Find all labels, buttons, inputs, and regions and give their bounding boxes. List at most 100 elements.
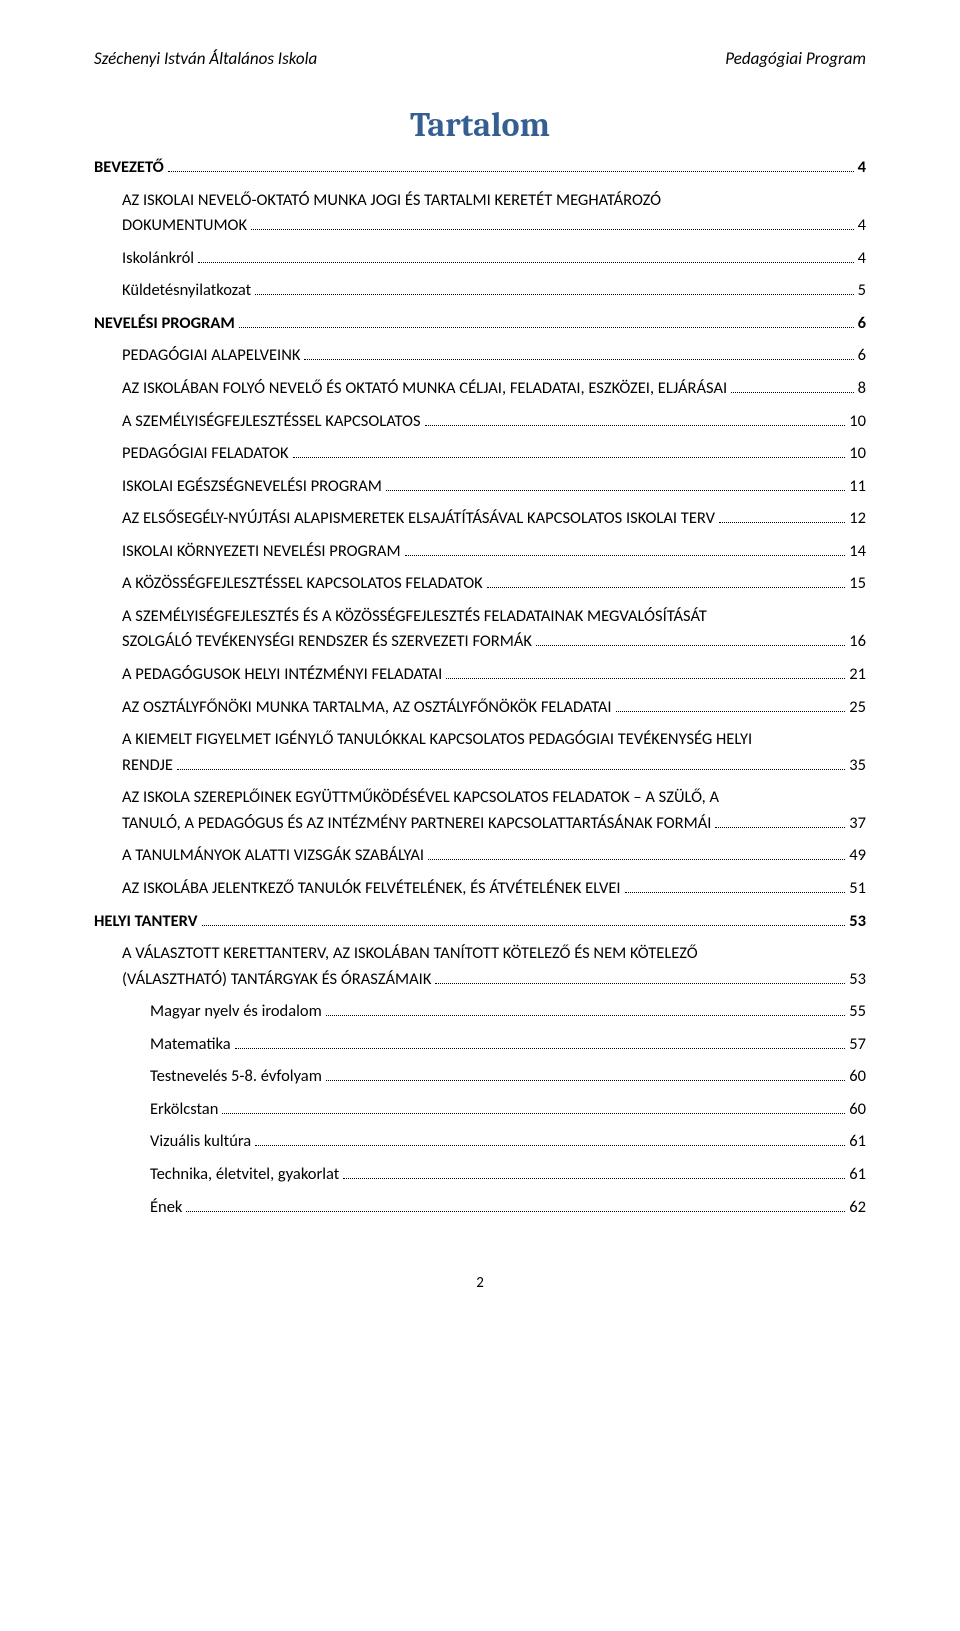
toc-entry-page: 61 <box>849 1129 866 1155</box>
toc-leader-dots <box>731 383 853 393</box>
toc-entry: Ének 62 <box>94 1195 866 1221</box>
toc-entry: AZ ISKOLÁBAN FOLYÓ NEVELŐ ÉS OKTATÓ MUNK… <box>94 376 866 402</box>
toc-entry-page: 5 <box>858 278 866 304</box>
toc-leader-dots <box>386 481 845 491</box>
toc-entry-text: PEDAGÓGIAI ALAPELVEINK <box>122 343 300 369</box>
toc-leader-dots <box>251 220 854 230</box>
toc-entry: ISKOLAI EGÉSZSÉGNEVELÉSI PROGRAM 11 <box>94 474 866 500</box>
toc-leader-dots <box>343 1169 845 1179</box>
toc-leader-dots <box>255 285 853 295</box>
toc-leader-dots <box>202 916 846 926</box>
toc-entry-text: Ének <box>150 1195 182 1221</box>
toc-entry-text-line2: (VÁLASZTHATÓ) TANTÁRGYAK ÉS ÓRASZÁMAIK <box>122 967 431 993</box>
toc-leader-dots <box>239 318 854 328</box>
toc-entry-text-line1: A VÁLASZTOTT KERETTANTERV, AZ ISKOLÁBAN … <box>122 941 866 967</box>
toc-entry: Küldetésnyilatkozat5 <box>94 278 866 304</box>
toc-entry: Technika, életvitel, gyakorlat 61 <box>94 1162 866 1188</box>
toc-entry: Vizuális kultúra 61 <box>94 1129 866 1155</box>
toc-entry: PEDAGÓGIAI FELADATOK 10 <box>94 441 866 467</box>
toc-entry-text: AZ OSZTÁLYFŐNÖKI MUNKA TARTALMA, AZ OSZT… <box>122 695 612 721</box>
toc-entry: Erkölcstan60 <box>94 1097 866 1123</box>
toc-entry-page: 11 <box>849 474 866 500</box>
header-right: Pedagógiai Program <box>725 48 866 69</box>
toc-entry-text: BEVEZETŐ <box>94 155 164 181</box>
toc-leader-dots <box>446 669 845 679</box>
toc-entry-text: AZ ELSŐSEGÉLY-NYÚJTÁSI ALAPISMERETEK ELS… <box>122 506 715 532</box>
toc-entry-page: 49 <box>849 843 866 869</box>
toc-entry-text: A SZEMÉLYISÉGFEJLESZTÉSSEL KAPCSOLATOS <box>122 409 421 435</box>
toc-leader-dots <box>293 448 846 458</box>
toc-entry: ISKOLAI KÖRNYEZETI NEVELÉSI PROGRAM14 <box>94 539 866 565</box>
toc-leader-dots <box>428 850 845 860</box>
toc-leader-dots <box>255 1137 845 1147</box>
toc-entry-text: AZ ISKOLÁBA JELENTKEZŐ TANULÓK FELVÉTELÉ… <box>122 876 621 902</box>
toc-leader-dots <box>326 1006 845 1016</box>
toc-entry-page: 61 <box>849 1162 866 1188</box>
toc-entry-page: 21 <box>849 662 866 688</box>
toc-entry-text: Testnevelés 5-8. évfolyam <box>150 1064 322 1090</box>
toc-entry: Magyar nyelv és irodalom55 <box>94 999 866 1025</box>
toc-entry-text: Technika, életvitel, gyakorlat <box>150 1162 339 1188</box>
toc-entry-text-line2: SZOLGÁLÓ TEVÉKENYSÉGI RENDSZER ÉS SZERVE… <box>122 629 532 655</box>
toc-entry-page: 51 <box>849 876 866 902</box>
header-left: Széchenyi István Általános Iskola <box>94 48 317 69</box>
toc-entry-page: 6 <box>858 343 866 369</box>
toc-entry-page: 4 <box>858 213 866 239</box>
toc-entry-text-line2: TANULÓ, A PEDAGÓGUS ÉS AZ INTÉZMÉNY PART… <box>122 811 711 837</box>
toc-entry: A TANULMÁNYOK ALATTI VIZSGÁK SZABÁLYAI49 <box>94 843 866 869</box>
toc-entry: Iskolánkról4 <box>94 246 866 272</box>
toc-entry-text-line1: AZ ISKOLA SZEREPLŐINEK EGYÜTTMŰKÖDÉSÉVEL… <box>122 785 866 811</box>
toc-entry: A PEDAGÓGUSOK HELYI INTÉZMÉNYI FELADATAI… <box>94 662 866 688</box>
toc-entry: AZ ISKOLAI NEVELŐ-OKTATÓ MUNKA JOGI ÉS T… <box>94 188 866 239</box>
toc-leader-dots <box>177 760 845 770</box>
toc-entry-text: HELYI TANTERV <box>94 909 198 935</box>
toc-leader-dots <box>168 162 854 172</box>
toc-entry-page: 57 <box>849 1032 866 1058</box>
toc-title: Tartalom <box>94 105 866 145</box>
toc-leader-dots <box>222 1104 845 1114</box>
toc-entry-page: 25 <box>849 695 866 721</box>
toc-entry-page: 8 <box>858 376 866 402</box>
toc-entry-text: AZ ISKOLÁBAN FOLYÓ NEVELŐ ÉS OKTATÓ MUNK… <box>122 376 727 402</box>
toc-entry-text: Vizuális kultúra <box>150 1129 251 1155</box>
toc-entry-page: 35 <box>849 753 866 779</box>
toc-entry-page: 37 <box>849 811 866 837</box>
toc-entry-text: Iskolánkról <box>122 246 194 272</box>
toc-entry-text-line1: AZ ISKOLAI NEVELŐ-OKTATÓ MUNKA JOGI ÉS T… <box>122 188 866 214</box>
toc-leader-dots <box>536 637 845 647</box>
toc-entry: NEVELÉSI PROGRAM6 <box>94 311 866 337</box>
toc-entry-page: 14 <box>849 539 866 565</box>
toc-leader-dots <box>425 416 846 426</box>
table-of-contents: BEVEZETŐ4AZ ISKOLAI NEVELŐ-OKTATÓ MUNKA … <box>94 155 866 1220</box>
toc-entry: AZ ELSŐSEGÉLY-NYÚJTÁSI ALAPISMERETEK ELS… <box>94 506 866 532</box>
toc-entry: A SZEMÉLYISÉGFEJLESZTÉSSEL KAPCSOLATOS 10 <box>94 409 866 435</box>
toc-entry: HELYI TANTERV53 <box>94 909 866 935</box>
toc-entry: Matematika57 <box>94 1032 866 1058</box>
toc-entry-page: 4 <box>858 155 866 181</box>
toc-leader-dots <box>235 1039 846 1049</box>
toc-entry: Testnevelés 5-8. évfolyam60 <box>94 1064 866 1090</box>
toc-entry-page: 6 <box>858 311 866 337</box>
toc-entry-page: 62 <box>849 1195 866 1221</box>
toc-entry: AZ OSZTÁLYFŐNÖKI MUNKA TARTALMA, AZ OSZT… <box>94 695 866 721</box>
toc-entry: AZ ISKOLÁBA JELENTKEZŐ TANULÓK FELVÉTELÉ… <box>94 876 866 902</box>
toc-leader-dots <box>719 513 845 523</box>
toc-entry-text: ISKOLAI EGÉSZSÉGNEVELÉSI PROGRAM <box>122 474 382 500</box>
toc-entry: AZ ISKOLA SZEREPLŐINEK EGYÜTTMŰKÖDÉSÉVEL… <box>94 785 866 836</box>
footer-page-number: 2 <box>94 1274 866 1292</box>
toc-entry-page: 10 <box>849 441 866 467</box>
toc-entry-page: 16 <box>849 629 866 655</box>
toc-entry-page: 60 <box>849 1097 866 1123</box>
toc-leader-dots <box>487 578 846 588</box>
toc-entry: A KÖZÖSSÉGFEJLESZTÉSSEL KAPCSOLATOS FELA… <box>94 571 866 597</box>
toc-entry-page: 55 <box>849 999 866 1025</box>
toc-leader-dots <box>715 818 845 828</box>
toc-leader-dots <box>616 702 846 712</box>
toc-leader-dots <box>198 253 854 263</box>
toc-leader-dots <box>186 1202 845 1212</box>
toc-entry: BEVEZETŐ 4 <box>94 155 866 181</box>
toc-entry-page: 10 <box>849 409 866 435</box>
toc-entry-text: A PEDAGÓGUSOK HELYI INTÉZMÉNYI FELADATAI <box>122 662 442 688</box>
toc-entry-text-line2: DOKUMENTUMOK <box>122 213 247 239</box>
toc-entry-text: PEDAGÓGIAI FELADATOK <box>122 441 289 467</box>
